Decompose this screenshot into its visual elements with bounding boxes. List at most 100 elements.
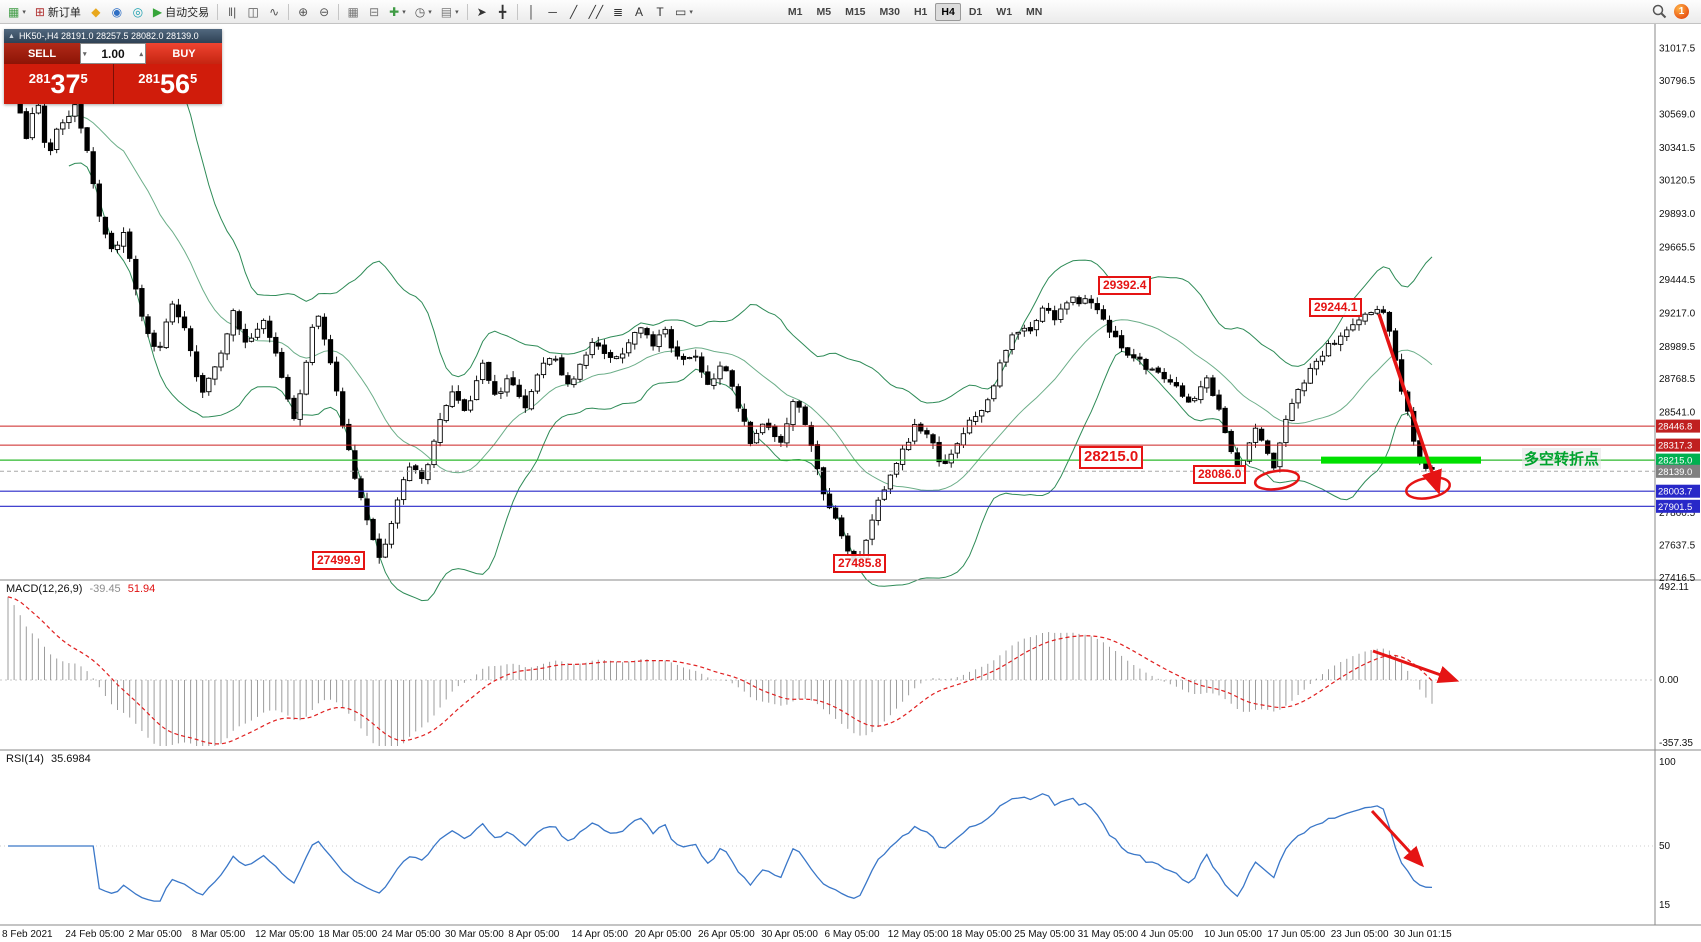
sell-button[interactable]: SELL [4,43,80,64]
new-order-button[interactable]: ⊞ 新订单 [31,2,85,22]
buy-price[interactable]: 281 56 5 [113,64,222,104]
horizontal-line-icon[interactable]: ─ [543,2,563,22]
volume-input[interactable]: ▾ 1.00 ▴ [80,43,146,64]
price-tag-29392[interactable]: 29392.4 [1098,276,1152,295]
timeframe-h4[interactable]: H4 [935,2,961,21]
svg-text:28139.0: 28139.0 [1658,467,1692,478]
timeframe-mn[interactable]: MN [1026,5,1043,18]
svg-text:28541.0: 28541.0 [1659,408,1696,419]
periods-icon: ◷ [414,4,426,19]
svg-text:28317.3: 28317.3 [1658,441,1692,452]
new-order-label: 新订单 [47,6,81,19]
turning-point-note[interactable]: 多空转折点 [1522,448,1602,469]
macd-name: MACD(12,26,9) [6,583,83,595]
trade-buttons-row: SELL ▾ 1.00 ▴ BUY [4,43,222,64]
metaquotes-icon[interactable]: ◎ [128,2,148,22]
trade-panel-header[interactable]: ▲ HK50-,H4 28191.0 28257.5 28082.0 28139… [4,29,222,43]
price-tag-27499[interactable]: 27499.9 [312,551,366,570]
autotrading-icon: ▶ [152,4,163,19]
notification-badge[interactable]: 1 [1674,4,1689,19]
tile-windows-icon[interactable]: ▦ [343,2,363,22]
svg-text:28768.5: 28768.5 [1659,374,1696,385]
collapse-panel-icon[interactable]: ▲ [8,32,15,40]
volume-increase-icon[interactable]: ▴ [139,50,143,58]
zoom-in-icon[interactable]: ⊕ [293,2,313,22]
community-icon: ◉ [111,4,123,19]
trendline-icon[interactable]: ╱ [564,2,584,22]
channel-icon[interactable]: ╱╱ [585,2,607,22]
zoom-out-icon[interactable]: ⊖ [314,2,334,22]
mql5-icon[interactable]: ◆ [86,2,106,22]
fibonacci-icon: ≣ [613,4,624,19]
svg-text:2 Mar 05:00: 2 Mar 05:00 [129,929,183,940]
indicators-icon[interactable]: ✚ ▾ [385,2,410,22]
svg-text:28446.8: 28446.8 [1658,422,1692,433]
svg-text:28003.7: 28003.7 [1658,487,1692,498]
timeframe-d1[interactable]: D1 [968,5,983,18]
new-chart-icon[interactable]: ▦ ▾ [4,2,30,22]
toolbar-separator [288,3,290,20]
sell-price[interactable]: 281 37 5 [4,64,114,104]
timeframe-m15[interactable]: M15 [845,5,866,18]
timeframe-m1[interactable]: M1 [787,5,803,18]
chart-line-icon[interactable]: ∿ [264,2,284,22]
macd-label: MACD(12,26,9) -39.45 51.94 [6,583,155,595]
chevron-down-icon: ▾ [22,8,26,16]
templates-icon[interactable]: ▤ ▾ [437,2,463,22]
svg-text:12 May 05:00: 12 May 05:00 [888,929,949,940]
text-icon[interactable]: A [629,2,649,22]
svg-text:24 Feb 05:00: 24 Feb 05:00 [65,929,124,940]
templates-icon: ▤ [440,4,453,19]
svg-text:30796.5: 30796.5 [1659,76,1696,87]
toolbar-separator [516,3,518,20]
timeframe-m30[interactable]: M30 [879,5,900,18]
metaquotes-icon: ◎ [132,4,144,19]
svg-text:30341.5: 30341.5 [1659,143,1696,154]
svg-text:31 May 05:00: 31 May 05:00 [1078,929,1139,940]
svg-text:100: 100 [1659,757,1676,768]
search-icon[interactable] [1652,4,1667,19]
timeframe-m5[interactable]: M5 [816,5,832,18]
fibonacci-icon[interactable]: ≣ [608,2,628,22]
price-tag-28215[interactable]: 28215.0 [1079,446,1144,469]
svg-text:10 Jun 05:00: 10 Jun 05:00 [1204,929,1262,940]
chart-candles-icon[interactable]: ◫ [243,2,263,22]
chart-bars-icon[interactable]: ‖| [222,2,242,22]
cursor-icon[interactable]: ➤ [472,2,492,22]
periods-icon[interactable]: ◷ ▾ [411,2,436,22]
chevron-down-icon: ▾ [689,8,693,16]
buy-button[interactable]: BUY [146,43,222,64]
svg-text:23 Jun 05:00: 23 Jun 05:00 [1331,929,1389,940]
price-tag-28086[interactable]: 28086.0 [1193,465,1247,484]
vertical-line-icon[interactable]: │ [522,2,542,22]
crosshair-icon[interactable]: ╋ [493,2,513,22]
toolbar-right: 1 [1652,4,1697,19]
timeframe-h1[interactable]: H1 [913,5,928,18]
price-tag-27485[interactable]: 27485.8 [833,554,887,573]
rsi-value: 35.6984 [50,753,91,765]
chevron-down-icon: ▾ [402,8,406,16]
rsi-label: RSI(14) 35.6984 [6,753,91,765]
cursor-icon: ➤ [476,4,487,19]
chart-candles-icon: ◫ [247,4,259,19]
svg-text:29217.0: 29217.0 [1659,308,1696,319]
svg-text:0.00: 0.00 [1659,675,1679,686]
new-chart-icon: ▦ [8,4,20,19]
autotrading-button[interactable]: ▶ 自动交易 [149,2,213,22]
one-click-trade-panel: ▲ HK50-,H4 28191.0 28257.5 28082.0 28139… [4,29,222,104]
rsi-name: RSI(14) [6,753,44,765]
text-label-icon[interactable]: T [650,2,670,22]
svg-text:28989.5: 28989.5 [1659,342,1696,353]
timeframe-w1[interactable]: W1 [996,5,1013,18]
trendline-icon: ╱ [569,4,578,19]
auto-arrange-icon[interactable]: ⊟ [364,2,384,22]
community-icon[interactable]: ◉ [107,2,127,22]
tile-windows-icon: ▦ [347,4,359,19]
macd-value-main: -39.45 [89,583,121,595]
toolbar-separator [466,3,468,20]
axes: 31017.5 30796.5 30569.0 30341.5 30120.5 29893… [0,24,1701,940]
shapes-icon[interactable]: ▭ ▾ [671,2,697,22]
volume-decrease-icon[interactable]: ▾ [83,50,87,58]
price-tag-29244[interactable]: 29244.1 [1309,298,1363,317]
